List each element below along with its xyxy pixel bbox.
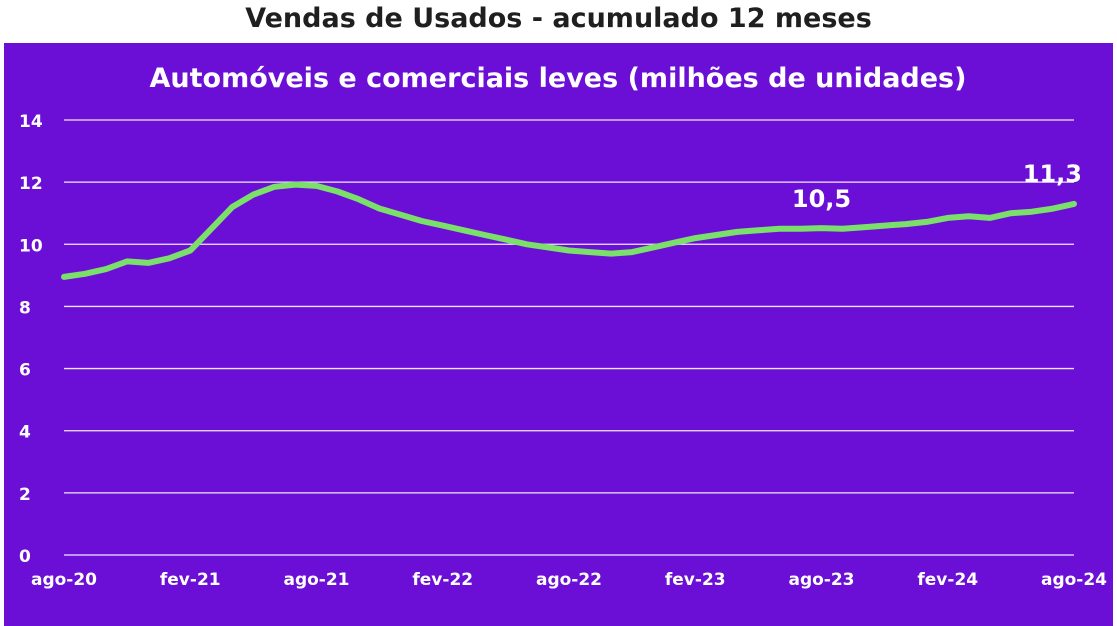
page-title: Vendas de Usados - acumulado 12 meses <box>245 3 872 34</box>
x-tick-label: ago-23 <box>788 570 854 590</box>
x-axis-ticks: ago-20 fev-21 ago-21 fev-22 ago-22 fev-23 ago-… <box>31 570 1107 590</box>
series-layer <box>61 181 1077 280</box>
x-tick-label: ago-20 <box>31 570 97 590</box>
y-tick-label: 14 <box>19 112 43 132</box>
y-tick-label: 8 <box>19 298 31 318</box>
y-tick-label: 0 <box>19 547 31 567</box>
x-tick-label: ago-24 <box>1041 570 1107 590</box>
x-tick-label: fev-21 <box>160 570 221 590</box>
y-tick-label: 6 <box>19 361 31 381</box>
y-tick-label: 12 <box>19 174 43 194</box>
data-label: 10,5 <box>792 185 851 213</box>
x-tick-label: fev-22 <box>412 570 473 590</box>
chart-title: Automóveis e comerciais leves (milhões d… <box>150 63 967 94</box>
x-tick-label: fev-23 <box>665 570 726 590</box>
x-tick-label: ago-22 <box>536 570 602 590</box>
line-chart: Automóveis e comerciais leves (milhões d… <box>19 63 1107 590</box>
x-tick-label: fev-24 <box>917 570 978 590</box>
chart-panel: Automóveis e comerciais leves (milhões d… <box>4 43 1113 626</box>
series-line <box>61 181 1077 280</box>
y-tick-label: 2 <box>19 485 31 505</box>
y-tick-label: 10 <box>19 236 43 256</box>
gridlines <box>64 119 1074 556</box>
y-tick-label: 4 <box>19 423 31 443</box>
x-tick-label: ago-21 <box>283 570 349 590</box>
y-axis-ticks: 0 2 4 6 8 10 12 14 <box>19 112 43 567</box>
annotations: 10,5 11,3 <box>792 160 1082 213</box>
data-label: 11,3 <box>1023 160 1082 188</box>
